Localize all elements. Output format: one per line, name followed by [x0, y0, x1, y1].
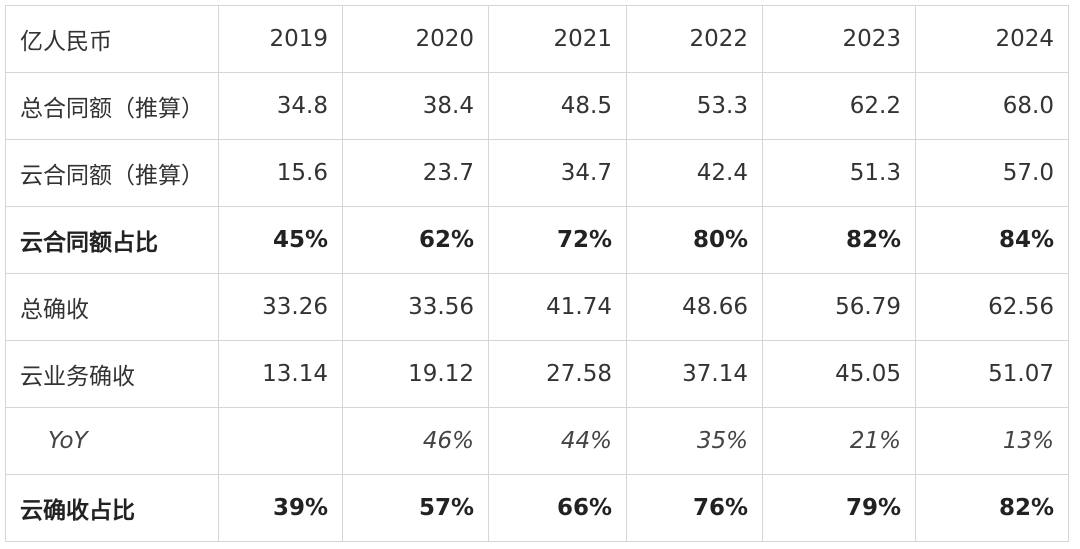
table-row-total-contract: 总合同额（推算） 34.8 38.4 48.5 53.3 62.2 68.0 [5, 72, 1069, 140]
table-cell: 51.3 [762, 139, 916, 207]
table-cell: 80% [626, 206, 763, 274]
table-cell: 56.79 [762, 273, 916, 341]
table-cell: 84% [915, 206, 1069, 274]
header-unit-cell: 亿人民币 [5, 5, 219, 73]
table-cell: 48.5 [488, 72, 627, 140]
table-cell: 62.2 [762, 72, 916, 140]
table-cell: 76% [626, 474, 763, 542]
table-cell: 48.66 [626, 273, 763, 341]
table-cell: 79% [762, 474, 916, 542]
table-cell: 13% [915, 407, 1069, 475]
financial-table: 亿人民币 2019 2020 2021 2022 2023 2024 总合同额（… [5, 5, 1069, 542]
table-cell: 51.07 [915, 340, 1069, 408]
header-year-cell: 2021 [488, 5, 627, 73]
header-year-cell: 2020 [342, 5, 489, 73]
table-cell: 41.74 [488, 273, 627, 341]
table-cell: 68.0 [915, 72, 1069, 140]
row-label: 总确收 [5, 273, 219, 341]
table-cell: 34.7 [488, 139, 627, 207]
table-row-cloud-revenue: 云业务确收 13.14 19.12 27.58 37.14 45.05 51.0… [5, 340, 1069, 408]
table-row-cloud-contract-share: 云合同额占比 45% 62% 72% 80% 82% 84% [5, 206, 1069, 274]
table-cell: 72% [488, 206, 627, 274]
table-cell: 19.12 [342, 340, 489, 408]
table-cell: 46% [342, 407, 489, 475]
header-row: 亿人民币 2019 2020 2021 2022 2023 2024 [5, 5, 1069, 73]
table-row-cloud-revenue-share: 云确收占比 39% 57% 66% 76% 79% 82% [5, 474, 1069, 542]
table-cell: 44% [488, 407, 627, 475]
row-label: 云确收占比 [5, 474, 219, 542]
table-row-total-revenue: 总确收 33.26 33.56 41.74 48.66 56.79 62.56 [5, 273, 1069, 341]
table-cell: 27.58 [488, 340, 627, 408]
table-cell: 15.6 [218, 139, 343, 207]
table-cell: 53.3 [626, 72, 763, 140]
table-cell: 23.7 [342, 139, 489, 207]
table-cell: 38.4 [342, 72, 489, 140]
table-cell: 45.05 [762, 340, 916, 408]
table-cell: 42.4 [626, 139, 763, 207]
table-cell: 82% [762, 206, 916, 274]
row-label: 云合同额占比 [5, 206, 219, 274]
data-table-container: 亿人民币 2019 2020 2021 2022 2023 2024 总合同额（… [5, 5, 1069, 542]
header-year-cell: 2019 [218, 5, 343, 73]
row-label: YoY [5, 407, 219, 475]
table-cell: 62% [342, 206, 489, 274]
table-cell: 35% [626, 407, 763, 475]
table-cell: 57.0 [915, 139, 1069, 207]
table-cell: 45% [218, 206, 343, 274]
table-cell: 33.26 [218, 273, 343, 341]
row-label: 云合同额（推算） [5, 139, 219, 207]
header-year-cell: 2023 [762, 5, 916, 73]
table-cell: 21% [762, 407, 916, 475]
table-cell [218, 407, 343, 475]
table-cell: 62.56 [915, 273, 1069, 341]
table-cell: 33.56 [342, 273, 489, 341]
row-label: 云业务确收 [5, 340, 219, 408]
table-row-yoy: YoY 46% 44% 35% 21% 13% [5, 407, 1069, 475]
header-year-cell: 2024 [915, 5, 1069, 73]
header-year-cell: 2022 [626, 5, 763, 73]
table-row-cloud-contract: 云合同额（推算） 15.6 23.7 34.7 42.4 51.3 57.0 [5, 139, 1069, 207]
row-label: 总合同额（推算） [5, 72, 219, 140]
table-cell: 82% [915, 474, 1069, 542]
table-cell: 37.14 [626, 340, 763, 408]
table-cell: 66% [488, 474, 627, 542]
table-cell: 57% [342, 474, 489, 542]
table-cell: 34.8 [218, 72, 343, 140]
table-cell: 13.14 [218, 340, 343, 408]
table-cell: 39% [218, 474, 343, 542]
